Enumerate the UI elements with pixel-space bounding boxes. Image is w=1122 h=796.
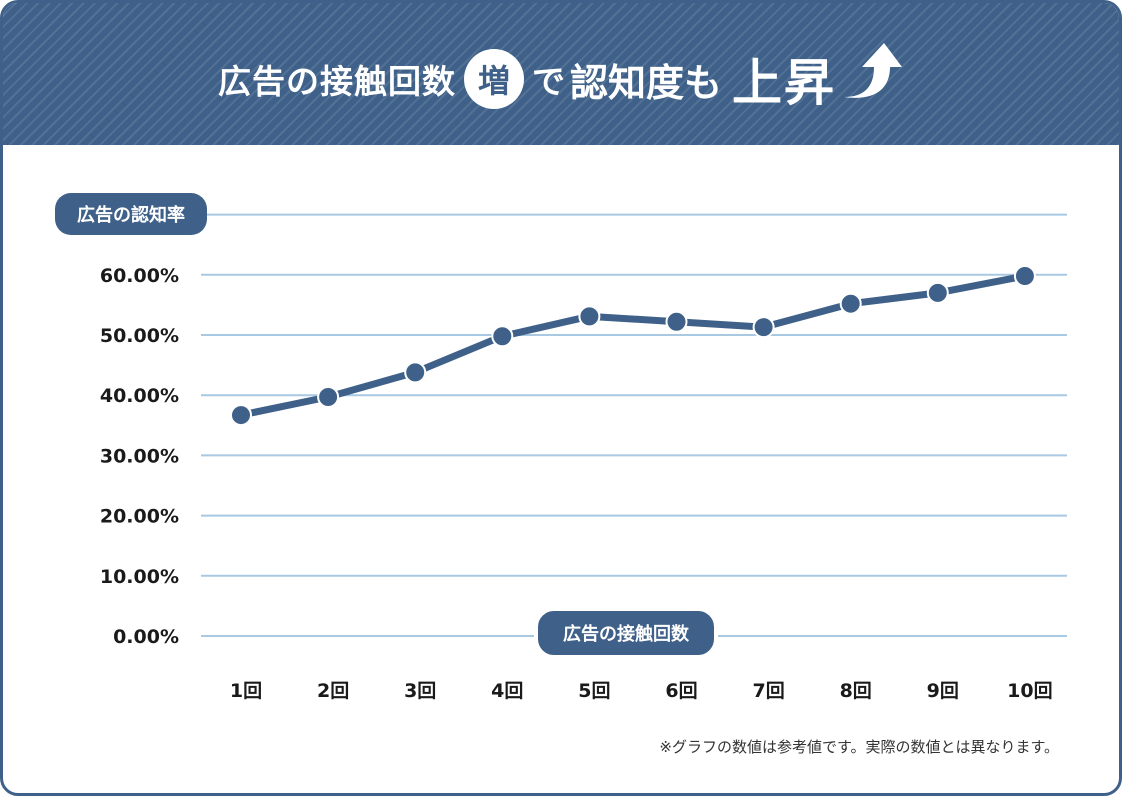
- x-tick-label: 10回: [1007, 680, 1052, 702]
- x-tick-label: 1回: [230, 680, 262, 702]
- y-tick-label: 0.00%: [113, 626, 179, 648]
- header-banner: 広告の接触回数 増 で 認知度も 上昇: [3, 3, 1119, 145]
- x-tick-label: 4回: [491, 680, 523, 702]
- x-tick-label: 9回: [927, 680, 959, 702]
- y-tick-label: 30.00%: [100, 445, 179, 467]
- data-point: [230, 404, 252, 427]
- title-part-1: 広告の接触回数: [217, 62, 456, 101]
- data-point: [752, 316, 775, 339]
- line-chart: 0.00% 10.00% 20.00% 30.00% 40.00% 50.00% 60.00…: [55, 193, 1067, 702]
- up-arrow-icon: [838, 39, 904, 105]
- x-tick-label: 7回: [752, 680, 784, 702]
- x-tick-label: 2回: [317, 680, 349, 702]
- y-axis-label-pill: 広告の認知率: [55, 193, 207, 235]
- y-tick-label: 40.00%: [100, 385, 179, 407]
- page-title: 広告の接触回数 増 で 認知度も 上昇: [3, 43, 1119, 115]
- title-part-4: 上昇: [732, 54, 836, 112]
- data-point: [839, 292, 862, 315]
- y-axis-label: 広告の認知率: [77, 204, 185, 226]
- data-point: [317, 386, 340, 409]
- x-tick-label: 8回: [840, 680, 872, 702]
- data-point: [926, 281, 949, 304]
- data-point: [665, 310, 688, 333]
- y-tick-label: 50.00%: [100, 325, 179, 347]
- data-point: [404, 361, 427, 384]
- x-axis-label: 広告の接触回数: [563, 623, 690, 645]
- footnote: ※グラフの数値は参考値です。実際の数値とは異なります。: [659, 738, 1059, 756]
- y-tick-label: 10.00%: [100, 566, 179, 588]
- data-point: [1013, 265, 1036, 288]
- y-tick-label: 20.00%: [100, 506, 179, 528]
- x-tick-label: 3回: [404, 680, 436, 702]
- x-tick-label: 6回: [665, 680, 697, 702]
- data-point: [578, 305, 601, 328]
- y-tick-label: 60.00%: [100, 265, 179, 287]
- series-line: [237, 272, 1029, 419]
- x-tick-label: 5回: [578, 680, 610, 702]
- data-point: [491, 325, 514, 348]
- x-axis-label-pill: 広告の接触回数: [534, 607, 718, 659]
- title-badge: 増: [463, 49, 524, 109]
- title-part-3: 認知度も: [569, 60, 722, 105]
- title-part-2: で: [531, 62, 566, 101]
